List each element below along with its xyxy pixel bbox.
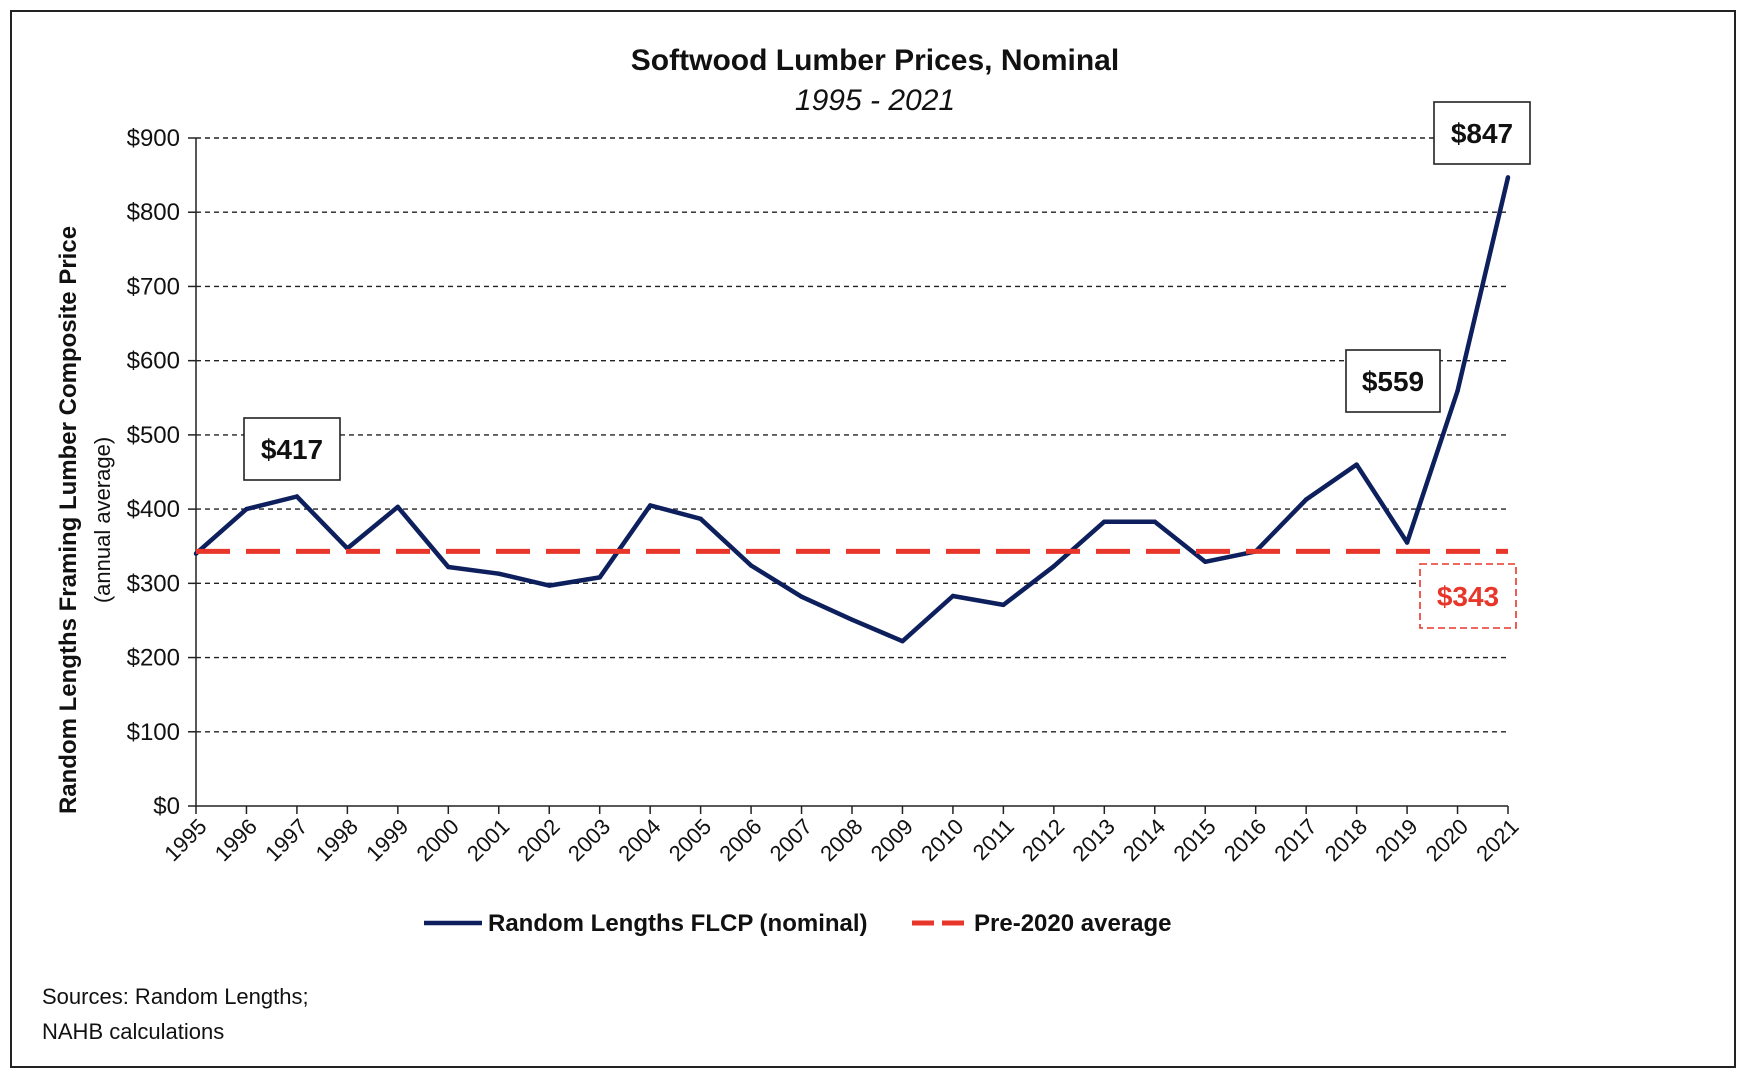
x-tick-label: 2020: [1421, 814, 1473, 866]
data-point: [698, 516, 703, 521]
x-tick-label: 2007: [765, 814, 817, 866]
data-point: [446, 564, 451, 570]
x-tick-label: 2016: [1219, 814, 1271, 866]
y-tick-label: $500: [127, 422, 180, 449]
chart-canvas: Softwood Lumber Prices, Nominal 1995 - 2…: [42, 44, 1531, 1044]
annotation-box: [1433, 101, 1531, 165]
axes: [188, 137, 1509, 814]
x-tick-labels: 1995199619971998199920002001200220032004…: [159, 814, 1523, 866]
x-tick-label: 1999: [361, 814, 413, 866]
x-tick-label: 2013: [1068, 814, 1120, 866]
annotation-box: [243, 417, 341, 481]
x-tick-label: 2010: [916, 814, 968, 866]
data-point: [1102, 519, 1107, 524]
y-tick-label: $300: [127, 570, 180, 597]
source-line-2: NAHB calculations: [42, 1019, 224, 1044]
data-point: [547, 583, 552, 588]
data-point: [1404, 540, 1410, 545]
data-point: [900, 639, 905, 644]
y-tick-label: $900: [127, 125, 180, 152]
data-point: [1455, 388, 1460, 394]
data-point: [950, 593, 956, 599]
x-tick-label: 2006: [714, 814, 766, 866]
data-point: [1001, 602, 1006, 608]
x-tick-label: 2018: [1320, 814, 1372, 866]
data-point: [1152, 519, 1157, 524]
annotation-box: [1419, 563, 1517, 629]
data-point: [647, 503, 653, 508]
legend-label-average: Pre-2020 average: [974, 910, 1171, 937]
x-tick-label: 1995: [159, 814, 211, 866]
data-point: [496, 571, 501, 576]
data-point: [748, 563, 754, 568]
y-axis-label: Random Lengths Framing Lumber Composite …: [55, 226, 82, 814]
x-tick-label: 2005: [664, 814, 716, 866]
y-tick-label: $0: [153, 793, 180, 820]
chart-title: Softwood Lumber Prices, Nominal: [631, 44, 1119, 77]
y-axis-sublabel: (annual average): [90, 437, 115, 603]
y-tick-labels: $0 $100 $200 $300 $400 $500 $600 $700 $800 $900: [127, 125, 180, 820]
series-lines: [193, 175, 1511, 644]
data-point: [1303, 497, 1309, 502]
data-point: [294, 494, 300, 499]
annotation-label: $847: [1451, 118, 1513, 149]
grid-lines: [196, 137, 1508, 733]
x-tick-label: 1997: [260, 814, 312, 866]
data-point: [1051, 564, 1057, 569]
y-tick-label: $100: [127, 719, 180, 746]
y-tick-label: $800: [127, 199, 180, 226]
x-tick-label: 1998: [311, 814, 363, 866]
data-point: [1505, 175, 1511, 180]
annotation-label: $343: [1437, 581, 1499, 612]
data-point: [849, 617, 855, 622]
legend: Random Lengths FLCP (nominal) Pre-2020 av…: [424, 910, 1171, 937]
annotations: $417 $559 $847 $343: [243, 101, 1531, 629]
x-tick-label: 2009: [866, 814, 918, 866]
source-line-1: Sources: Random Lengths;: [42, 984, 309, 1009]
x-tick-label: 2000: [412, 814, 464, 866]
chart-frame: Softwood Lumber Prices, Nominal 1995 - 2…: [10, 10, 1736, 1068]
y-tick-label: $700: [127, 273, 180, 300]
x-tick-label: 2021: [1471, 814, 1523, 866]
data-point: [244, 506, 249, 512]
x-tick-label: 2019: [1370, 814, 1422, 866]
data-point: [597, 575, 602, 580]
x-tick-label: 2012: [1017, 814, 1069, 866]
x-tick-label: 2003: [563, 814, 615, 866]
x-tick-label: 2011: [968, 814, 1019, 865]
x-tick-label: 2002: [512, 814, 564, 866]
data-point: [1203, 559, 1208, 565]
x-tick-label: 2014: [1118, 814, 1170, 866]
annotation-box: [1345, 349, 1441, 413]
chart-subtitle: 1995 - 2021: [795, 84, 955, 117]
data-point: [1354, 462, 1359, 467]
x-tick-label: 2004: [613, 814, 665, 866]
x-tick-label: 2001: [462, 814, 514, 866]
y-tick-label: $200: [127, 645, 180, 672]
y-tick-label: $600: [127, 348, 180, 375]
series-line-price: [194, 176, 1511, 644]
y-tick-label: $400: [127, 496, 180, 523]
x-tick-label: 2015: [1168, 814, 1220, 866]
x-tick-label: 1996: [210, 814, 262, 866]
legend-label-price: Random Lengths FLCP (nominal): [488, 910, 868, 937]
x-tick-label: 2008: [815, 814, 867, 866]
annotation-label: $559: [1362, 366, 1424, 397]
annotation-label: $417: [261, 434, 323, 465]
x-tick-label: 2017: [1269, 814, 1321, 866]
data-point: [799, 594, 804, 599]
data-point: [395, 504, 401, 510]
